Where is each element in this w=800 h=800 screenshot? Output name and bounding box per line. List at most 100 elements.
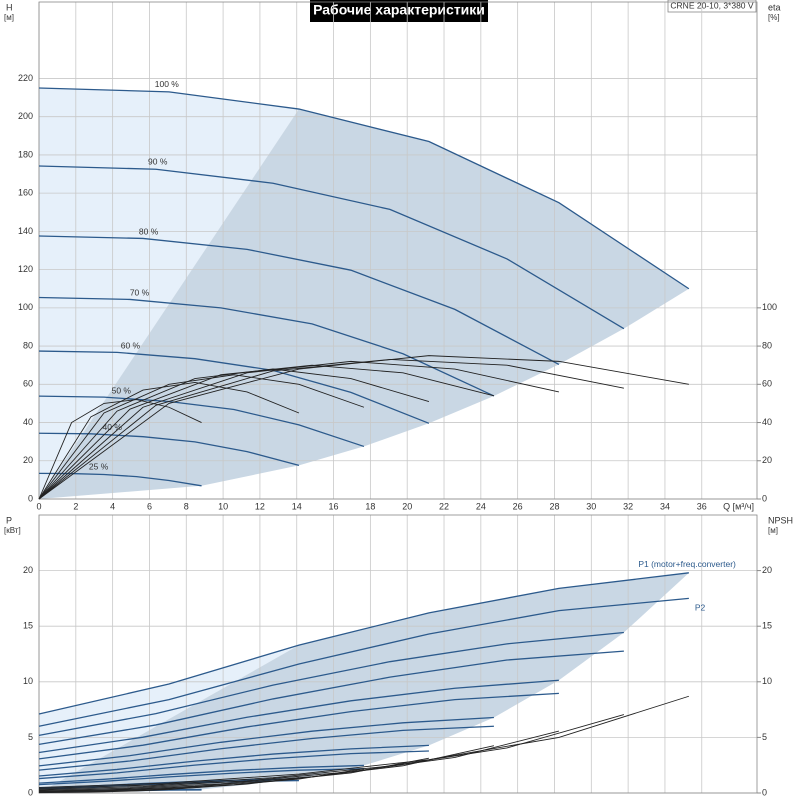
y-tick-label: 220: [18, 73, 33, 83]
x-tick-label: 34: [660, 501, 670, 511]
curve-label: P1 (motor+freq.converter): [638, 559, 736, 569]
y2-tick-label: 10: [762, 676, 772, 686]
y2-tick-label: 60: [762, 379, 772, 389]
y2-tick-label: 20: [762, 565, 772, 575]
secondary-curve: [38, 374, 365, 500]
x-tick-label: 28: [549, 501, 559, 511]
y-tick-label: 60: [23, 379, 33, 389]
y-tick-label: 0: [28, 787, 33, 797]
y-tick-label: 200: [18, 111, 33, 121]
plot-frame: [38, 514, 758, 794]
curve: [38, 750, 429, 780]
curve: [38, 764, 364, 784]
secondary-curve: [38, 757, 430, 792]
secondary-curve: [38, 695, 690, 788]
curve-label: 60 %: [121, 341, 141, 351]
curve-label: 100 %: [155, 79, 180, 89]
x-tick-label: 20: [402, 501, 412, 511]
curve: [38, 767, 364, 786]
y-tick-label: 10: [23, 676, 33, 686]
y2-axis-label: eta: [768, 2, 781, 12]
y-tick-label: 40: [23, 417, 33, 427]
secondary-curve: [38, 360, 560, 500]
operating-region: [39, 109, 689, 500]
y2-tick-label: 100: [762, 302, 777, 312]
operating-region: [39, 572, 689, 793]
secondary-curve: [38, 768, 365, 793]
secondary-curve: [38, 730, 560, 790]
secondary-curve: [38, 368, 430, 500]
curve: [38, 472, 202, 487]
y2-axis-unit: [м]: [768, 526, 778, 535]
x-tick-label: 2: [73, 501, 78, 511]
y2-axis-label: NPSH: [768, 515, 793, 525]
curve: [38, 716, 494, 767]
x-axis-label: Q [м³/ч]: [723, 501, 754, 511]
x-tick-label: 12: [255, 501, 265, 511]
curve: [38, 725, 494, 771]
curve: [38, 395, 365, 448]
curve-label: 80 %: [139, 226, 159, 236]
x-tick-label: 0: [36, 501, 41, 511]
x-tick-label: 36: [697, 501, 707, 511]
y-tick-label: 100: [18, 302, 33, 312]
secondary-curve: [38, 745, 495, 791]
y-tick-label: 20: [23, 565, 33, 575]
title: Рабочие характеристики: [313, 2, 485, 18]
secondary-curve: [38, 714, 625, 789]
y-axis-unit: [м]: [4, 13, 14, 22]
x-tick-label: 16: [329, 501, 339, 511]
secondary-curve: [38, 399, 202, 500]
curve: [38, 165, 625, 330]
curve: [38, 650, 624, 746]
x-tick-label: 26: [513, 501, 523, 511]
y-tick-label: 140: [18, 226, 33, 236]
x-tick-label: 14: [292, 501, 302, 511]
curve-label: 40 %: [103, 422, 123, 432]
curve: [38, 572, 689, 715]
secondary-curve: [38, 359, 624, 500]
plot-frame: [38, 1, 758, 500]
curve: [38, 235, 560, 366]
title-box: [310, 0, 488, 22]
x-tick-label: 18: [365, 501, 375, 511]
x-tick-label: 10: [218, 501, 228, 511]
model: CRNE 20-10, 3*380 V: [670, 0, 753, 10]
x-tick-label: 4: [110, 501, 115, 511]
secondary-curve: [38, 381, 300, 500]
model-box: [667, 0, 757, 13]
curve-label: 25 %: [89, 462, 109, 472]
curve-label: 70 %: [130, 288, 150, 298]
curve-label: 50 %: [112, 386, 132, 396]
y2-tick-label: 40: [762, 417, 772, 427]
y2-tick-label: 5: [762, 732, 767, 742]
curve: [38, 744, 429, 777]
y-axis-label: H: [6, 2, 13, 12]
y-axis-unit: [кВт]: [4, 526, 21, 535]
x-tick-label: 32: [623, 501, 633, 511]
y-tick-label: 20: [23, 455, 33, 465]
y2-tick-label: 20: [762, 455, 772, 465]
y-tick-label: 80: [23, 340, 33, 350]
x-tick-label: 24: [476, 501, 486, 511]
y2-tick-label: 0: [762, 493, 767, 503]
y-axis-label: P: [6, 515, 12, 525]
y2-tick-label: 80: [762, 340, 772, 350]
x-tick-label: 30: [586, 501, 596, 511]
y-tick-label: 180: [18, 149, 33, 159]
curve: [38, 679, 559, 754]
curve: [38, 350, 430, 424]
curve: [38, 432, 300, 466]
curve: [38, 631, 624, 737]
y-tick-label: 120: [18, 264, 33, 274]
curve-label: 90 %: [148, 157, 168, 167]
curve: [38, 597, 689, 727]
x-tick-label: 22: [439, 501, 449, 511]
y2-tick-label: 15: [762, 621, 772, 631]
secondary-curve: [38, 786, 202, 794]
y-tick-label: 160: [18, 188, 33, 198]
secondary-curve: [38, 777, 300, 793]
x-tick-label: 8: [184, 501, 189, 511]
light-region: [39, 88, 299, 500]
